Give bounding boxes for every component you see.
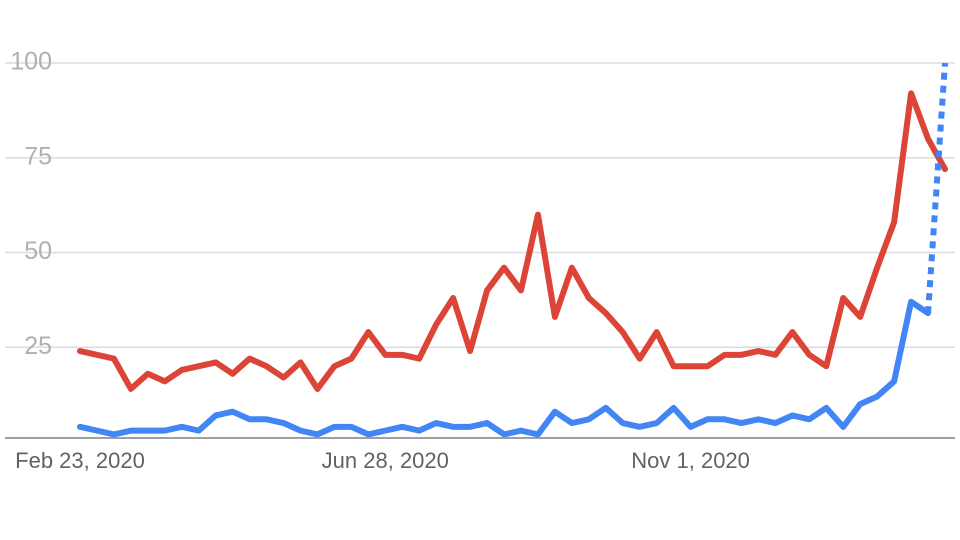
y-tick-label: 100 xyxy=(10,48,52,76)
line-series xyxy=(77,90,948,392)
x-tick-label: Jun 28, 2020 xyxy=(322,448,449,473)
y-tick-label: 25 xyxy=(24,332,52,360)
y-tick-label: 50 xyxy=(24,237,52,265)
x-tick-label: Feb 23, 2020 xyxy=(15,448,145,473)
partial-segment xyxy=(925,62,948,314)
y-tick-label: 75 xyxy=(24,142,52,170)
line-series xyxy=(77,298,932,438)
x-tick-label: Nov 1, 2020 xyxy=(631,448,750,473)
